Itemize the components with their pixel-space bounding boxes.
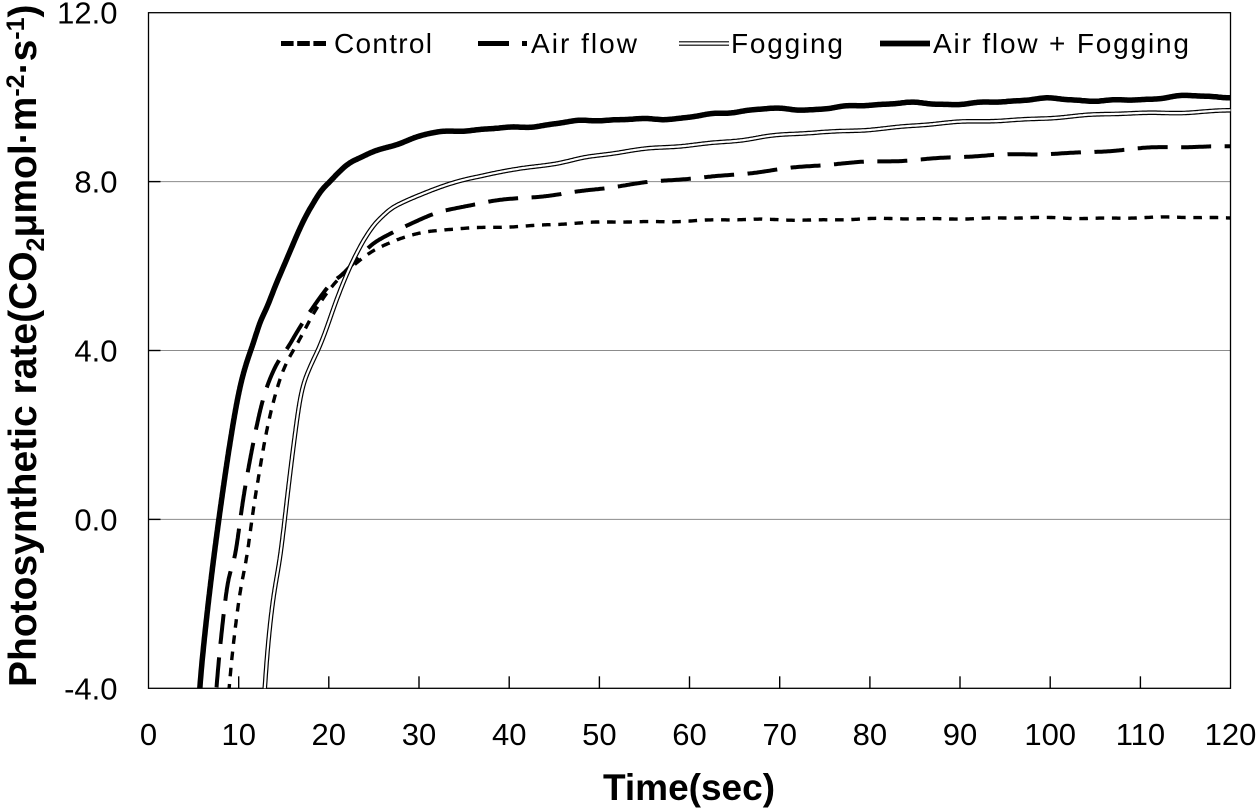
svg-text:20: 20 <box>312 717 346 752</box>
svg-text:110: 110 <box>1116 717 1165 752</box>
svg-text:Photosynthetic rate(CO2μmol·m-: Photosynthetic rate(CO2μmol·m-2·s-1) <box>2 5 50 688</box>
svg-text:40: 40 <box>492 717 526 752</box>
svg-text:12.0: 12.0 <box>57 0 117 31</box>
svg-text:8.0: 8.0 <box>74 165 117 200</box>
svg-text:120: 120 <box>1205 717 1257 752</box>
svg-text:Air flow: Air flow <box>531 28 638 59</box>
svg-text:4.0: 4.0 <box>74 334 117 369</box>
svg-text:80: 80 <box>853 717 887 752</box>
svg-text:100: 100 <box>1024 717 1076 752</box>
svg-text:Control: Control <box>334 28 432 59</box>
svg-text:0.0: 0.0 <box>74 502 117 537</box>
svg-text:10: 10 <box>221 717 255 752</box>
svg-text:Fogging: Fogging <box>731 28 843 59</box>
svg-text:90: 90 <box>943 717 977 752</box>
svg-text:-4.0: -4.0 <box>64 671 117 706</box>
svg-text:30: 30 <box>402 717 436 752</box>
svg-text:70: 70 <box>762 717 796 752</box>
svg-text:Time(sec): Time(sec) <box>603 767 775 808</box>
svg-text:0: 0 <box>140 717 157 752</box>
svg-text:60: 60 <box>672 717 706 752</box>
svg-text:50: 50 <box>582 717 616 752</box>
